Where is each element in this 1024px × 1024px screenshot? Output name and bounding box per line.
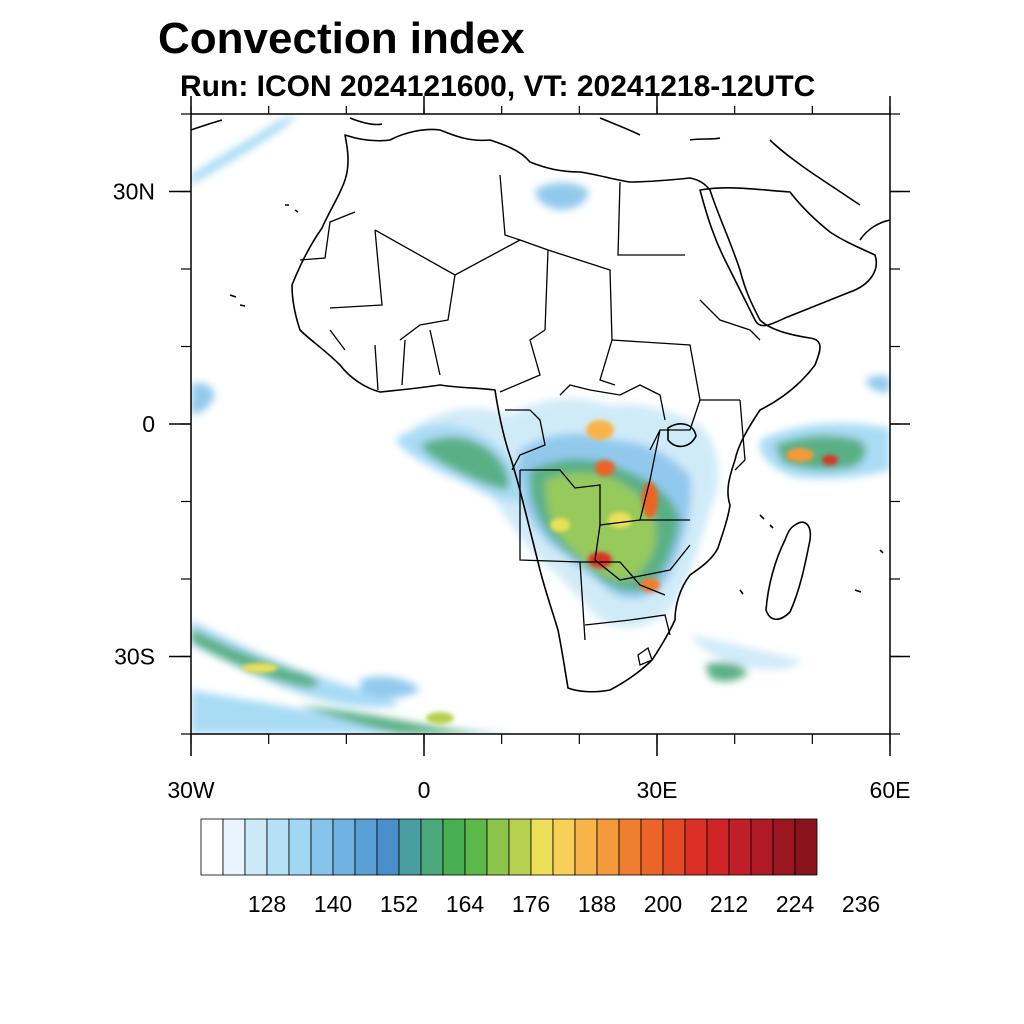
- colorbar-swatch: [398, 818, 422, 876]
- colorbar-swatch: [530, 818, 554, 876]
- colorbar-label: 212: [710, 891, 748, 917]
- colorbar-swatch: [662, 818, 686, 876]
- lat-tick-label: 0: [142, 411, 155, 437]
- colorbar-swatch: [464, 818, 488, 876]
- colorbar-label: 200: [644, 891, 682, 917]
- colorbar-swatch: [266, 818, 290, 876]
- chart-title: Convection index: [158, 14, 525, 63]
- colorbar-label: 188: [578, 891, 616, 917]
- colorbar-swatch: [794, 818, 818, 876]
- colorbar: 128 140 152 164 176 188 200 212 224 236: [200, 818, 880, 917]
- colorbar-swatch: [706, 818, 730, 876]
- colorbar-swatch: [222, 818, 246, 876]
- colorbar-label: 128: [248, 891, 286, 917]
- colorbar-label: 176: [512, 891, 550, 917]
- lon-tick-label: 30W: [167, 777, 215, 803]
- convection-field: [191, 114, 890, 734]
- colorbar-swatch: [442, 818, 466, 876]
- colorbar-swatch: [552, 818, 576, 876]
- colorbar-label: 140: [314, 891, 352, 917]
- colorbar-swatch: [640, 818, 664, 876]
- colorbar-swatch: [486, 818, 510, 876]
- colorbar-swatch: [508, 818, 532, 876]
- colorbar-swatch: [354, 818, 378, 876]
- lat-tick-label: 30S: [114, 644, 155, 670]
- lat-tick-label: 30N: [113, 179, 155, 205]
- colorbar-label: 152: [380, 891, 418, 917]
- axis-ticks: 30W 0 30E 60E 30N 0 30S: [113, 96, 911, 803]
- coastlines: [191, 117, 890, 693]
- colorbar-swatch: [244, 818, 268, 876]
- colorbar-swatch: [728, 818, 752, 876]
- colorbar-swatch: [200, 818, 224, 876]
- colorbar-swatch: [618, 818, 642, 876]
- lon-tick-label: 30E: [637, 777, 678, 803]
- country-borders: [299, 174, 761, 666]
- colorbar-swatch: [332, 818, 356, 876]
- colorbar-swatch: [420, 818, 444, 876]
- colorbar-label: 236: [842, 891, 880, 917]
- colorbar-swatch: [684, 818, 708, 876]
- colorbar-swatch: [310, 818, 334, 876]
- chart-subtitle: Run: ICON 2024121600, VT: 20241218-12UTC: [180, 70, 816, 103]
- lon-tick-label: 0: [418, 777, 431, 803]
- colorbar-swatch: [574, 818, 598, 876]
- colorbar-swatch: [750, 818, 774, 876]
- colorbar-label: 224: [776, 891, 815, 917]
- lon-tick-label: 60E: [870, 777, 911, 803]
- colorbar-swatch: [376, 818, 400, 876]
- colorbar-label: 164: [446, 891, 485, 917]
- colorbar-swatch: [288, 818, 312, 876]
- colorbar-swatch: [772, 818, 796, 876]
- colorbar-swatch: [596, 818, 620, 876]
